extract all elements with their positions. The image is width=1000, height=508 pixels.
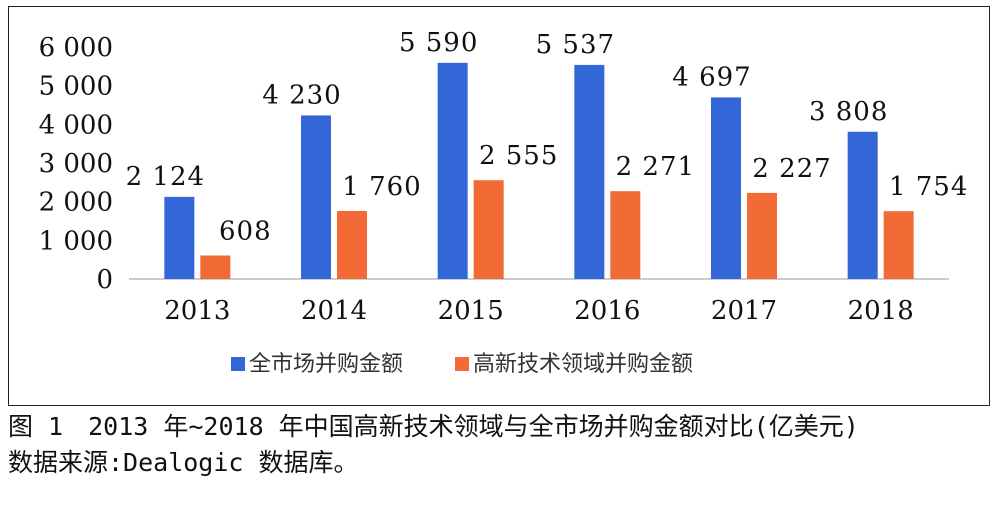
data-label: 4 697 (672, 62, 751, 92)
data-label: 5 537 (536, 30, 615, 60)
bar-high-tech (883, 211, 914, 279)
y-tick-label: 1 000 (39, 226, 113, 256)
x-tick-label: 2015 (438, 296, 504, 326)
x-tick-label: 2013 (164, 296, 230, 326)
bar-total-market (711, 97, 741, 280)
x-tick-label: 2014 (301, 296, 367, 326)
data-label: 4 230 (262, 80, 341, 110)
bar-total-market (847, 131, 878, 279)
legend-swatch-total-market (231, 357, 245, 371)
data-label: 2 227 (752, 154, 831, 184)
y-tick-label: 0 (96, 265, 113, 295)
data-label: 2 124 (126, 162, 205, 192)
bar-chart: 0 1 000 2 000 3 000 4 000 5 000 6 000 2 124 608 2… (39, 28, 968, 377)
bar-high-tech (337, 210, 367, 279)
data-label: 608 (219, 216, 272, 246)
y-tick-label: 6 000 (39, 33, 113, 63)
bar-total-market (574, 64, 605, 279)
data-label: 2 555 (479, 141, 558, 171)
data-source-note: 数据来源:Dealogic 数据库。 (8, 448, 359, 477)
data-label: 3 808 (809, 97, 888, 127)
x-tick-label: 2018 (848, 296, 914, 326)
y-tick-label: 3 000 (39, 149, 113, 179)
figure-caption: 图 1 2013 年~2018 年中国高新技术领域与全市场并购金额对比(亿美元) (8, 412, 859, 441)
x-tick-label: 2017 (711, 296, 777, 326)
x-tick-label: 2016 (574, 296, 640, 326)
chart-frame: 0 1 000 2 000 3 000 4 000 5 000 6 000 2 124 608 2… (8, 6, 990, 406)
bar-high-tech (610, 191, 641, 279)
legend-label: 高新技术领域并购金额 (473, 352, 693, 377)
bar-high-tech (747, 192, 777, 279)
legend-label: 全市场并购金额 (249, 352, 403, 377)
data-label: 1 760 (342, 172, 421, 202)
data-label: 2 271 (616, 152, 695, 182)
bar-total-market (437, 62, 468, 279)
bar-high-tech (473, 180, 504, 279)
bar-total-market (164, 196, 195, 279)
y-tick-label: 5 000 (39, 72, 113, 102)
bar-high-tech (200, 255, 231, 279)
data-label: 1 754 (889, 172, 968, 202)
y-tick-label: 2 000 (39, 188, 113, 218)
bar-total-market (301, 115, 331, 279)
data-label: 5 590 (399, 28, 478, 58)
y-tick-label: 4 000 (39, 110, 113, 140)
legend-swatch-high-tech (455, 357, 469, 371)
